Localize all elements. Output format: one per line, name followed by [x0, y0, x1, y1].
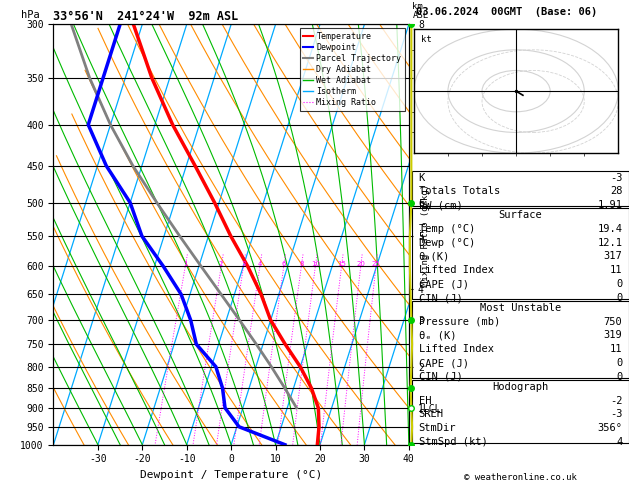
- Text: θₑ(K): θₑ(K): [418, 251, 450, 261]
- Bar: [412, 301, 629, 378]
- Text: CAPE (J): CAPE (J): [418, 358, 469, 368]
- Text: Surface: Surface: [499, 210, 542, 220]
- Text: Lifted Index: Lifted Index: [418, 344, 494, 354]
- Bar: [412, 380, 629, 443]
- Text: 25: 25: [372, 261, 381, 267]
- X-axis label: Dewpoint / Temperature (°C): Dewpoint / Temperature (°C): [140, 470, 322, 480]
- Text: CIN (J): CIN (J): [418, 293, 462, 303]
- Text: Lifted Index: Lifted Index: [418, 265, 494, 276]
- Text: 6: 6: [281, 261, 286, 267]
- Text: 33°56'N  241°24'W  92m ASL: 33°56'N 241°24'W 92m ASL: [53, 10, 239, 23]
- Text: 750: 750: [604, 316, 623, 327]
- Text: 19.4: 19.4: [598, 224, 623, 234]
- Text: kt: kt: [421, 35, 431, 44]
- Text: Temp (°C): Temp (°C): [418, 224, 475, 234]
- Text: Totals Totals: Totals Totals: [418, 186, 500, 196]
- Bar: [412, 171, 629, 206]
- Text: 4: 4: [258, 261, 262, 267]
- Legend: Temperature, Dewpoint, Parcel Trajectory, Dry Adiabat, Wet Adiabat, Isotherm, Mi: Temperature, Dewpoint, Parcel Trajectory…: [299, 29, 404, 111]
- Text: StmDir: StmDir: [418, 423, 456, 433]
- Text: 319: 319: [604, 330, 623, 340]
- Text: Pressure (mb): Pressure (mb): [418, 316, 500, 327]
- Text: 0: 0: [616, 279, 623, 289]
- Text: 0: 0: [616, 293, 623, 303]
- Text: 1: 1: [183, 261, 187, 267]
- Text: 20: 20: [356, 261, 365, 267]
- Text: 8: 8: [299, 261, 304, 267]
- Text: -2: -2: [610, 396, 623, 405]
- Text: PW (cm): PW (cm): [418, 200, 462, 210]
- Text: 356°: 356°: [598, 423, 623, 433]
- Text: -3: -3: [610, 173, 623, 183]
- Text: 4: 4: [616, 437, 623, 447]
- Text: 15: 15: [337, 261, 346, 267]
- Text: 2: 2: [219, 261, 223, 267]
- Text: EH: EH: [418, 396, 431, 405]
- Text: StmSpd (kt): StmSpd (kt): [418, 437, 487, 447]
- Text: 11: 11: [610, 344, 623, 354]
- Text: 1.91: 1.91: [598, 200, 623, 210]
- Text: K: K: [418, 173, 425, 183]
- Text: Hodograph: Hodograph: [493, 382, 548, 392]
- Text: 3: 3: [241, 261, 246, 267]
- Text: -3: -3: [610, 409, 623, 419]
- Text: 11: 11: [610, 265, 623, 276]
- Text: 0: 0: [616, 372, 623, 382]
- Text: 28: 28: [610, 186, 623, 196]
- Text: 03.06.2024  00GMT  (Base: 06): 03.06.2024 00GMT (Base: 06): [416, 7, 598, 17]
- Text: hPa: hPa: [21, 10, 40, 20]
- Text: CIN (J): CIN (J): [418, 372, 462, 382]
- Text: CAPE (J): CAPE (J): [418, 279, 469, 289]
- Text: © weatheronline.co.uk: © weatheronline.co.uk: [464, 473, 577, 482]
- Text: Dewp (°C): Dewp (°C): [418, 238, 475, 248]
- Text: Most Unstable: Most Unstable: [480, 303, 561, 312]
- Text: km
ASL: km ASL: [413, 2, 428, 20]
- Text: 317: 317: [604, 251, 623, 261]
- Text: SREH: SREH: [418, 409, 443, 419]
- Text: 12.1: 12.1: [598, 238, 623, 248]
- Text: 10: 10: [311, 261, 320, 267]
- Text: Mixing Ratio (g/kg): Mixing Ratio (g/kg): [421, 183, 430, 286]
- Text: θₑ (K): θₑ (K): [418, 330, 456, 340]
- Bar: [412, 208, 629, 298]
- Text: 0: 0: [616, 358, 623, 368]
